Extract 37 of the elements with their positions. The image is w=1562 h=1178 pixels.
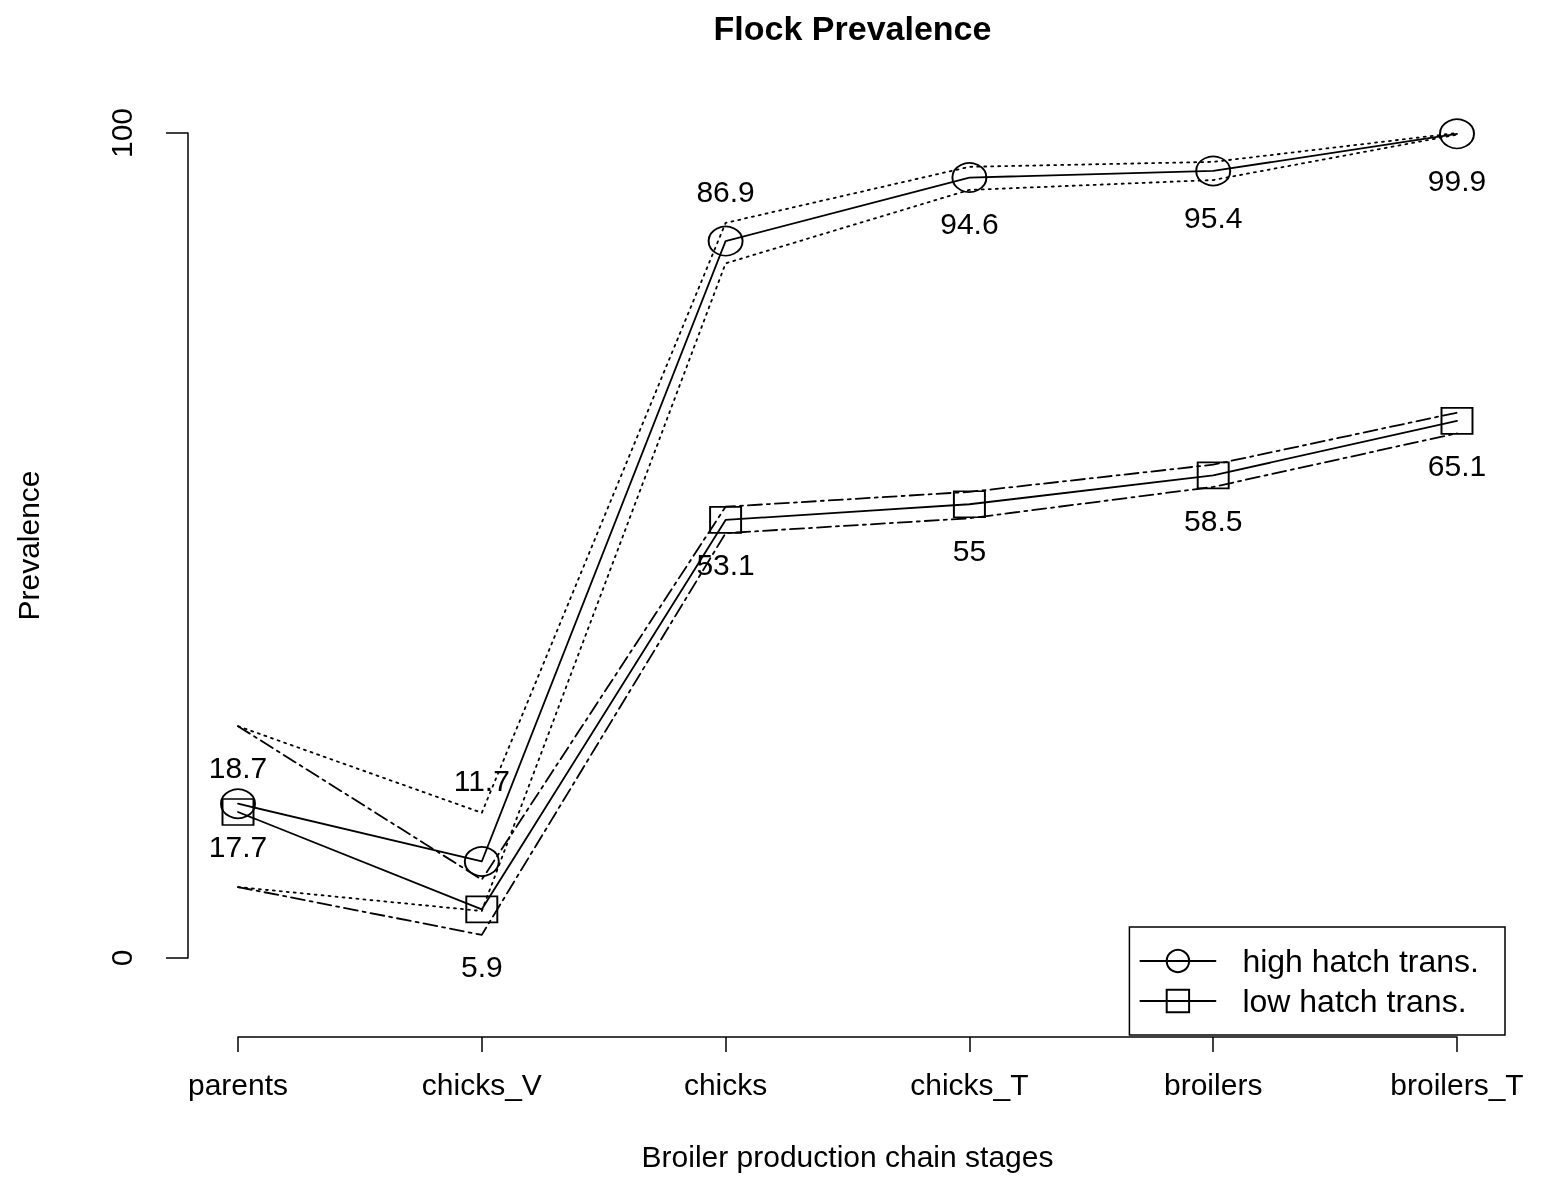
y-tick-label: 0: [104, 949, 138, 967]
point: [1439, 118, 1475, 150]
data-label: 99.9: [1427, 163, 1487, 197]
data-label: 86.9: [696, 174, 755, 208]
x-tick-label: broilers: [1164, 1067, 1263, 1101]
data-label: 53.1: [696, 548, 755, 582]
y-tick-label: 100: [104, 107, 138, 159]
data-label: 58.5: [1184, 503, 1243, 537]
data-label: 95.4: [1184, 200, 1243, 234]
point: [707, 225, 744, 257]
point: [221, 798, 255, 826]
point: [1196, 461, 1230, 490]
point: [463, 846, 500, 877]
legend-label: low hatch trans.: [1242, 983, 1467, 1019]
x-tick-label: chicks: [683, 1067, 768, 1101]
point: [220, 788, 256, 820]
x-tick-label: broilers_T: [1390, 1067, 1524, 1101]
point: [1440, 407, 1474, 435]
data-label: 17.7: [208, 830, 268, 864]
x-tick-label: chicks_V: [421, 1067, 542, 1101]
data-label: 55: [952, 533, 987, 567]
point: [951, 162, 988, 193]
point: [953, 490, 986, 519]
x-tick-label: chicks_T: [910, 1067, 1029, 1101]
data-label: 5.9: [460, 950, 503, 984]
data-label: 18.7: [208, 750, 268, 784]
legend-label: high hatch trans.: [1242, 943, 1479, 979]
chart-title: Flock Prevalence: [713, 9, 992, 47]
x-tick-label: parents: [187, 1067, 289, 1101]
data-label: 65.1: [1427, 449, 1487, 483]
point: [709, 506, 742, 534]
point: [465, 895, 499, 924]
y-axis-title: Prevalence: [11, 470, 45, 621]
data-label: 11.7: [453, 764, 510, 798]
data-label: 94.6: [940, 207, 999, 241]
x-axis-title: Broiler production chain stages: [641, 1139, 1054, 1173]
point: [1195, 155, 1232, 187]
